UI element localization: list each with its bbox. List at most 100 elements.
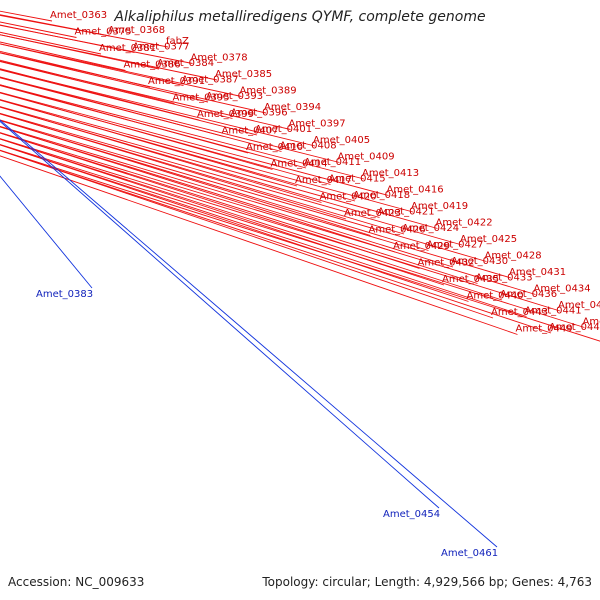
- gene-label-amet_0387[interactable]: Amet_0387: [182, 75, 239, 86]
- gene-label-amet_0385[interactable]: Amet_0385: [215, 69, 272, 80]
- gene-label-amet_0396[interactable]: Amet_0396: [231, 108, 288, 119]
- gene-label-amet_0386[interactable]: Amet_0386: [124, 60, 181, 71]
- label-leader-line: [0, 150, 552, 334]
- gene-label-amet_0449[interactable]: Amet_0449: [516, 324, 573, 335]
- gene-label-amet_0375[interactable]: Amet_0375: [75, 27, 132, 38]
- label-leader-line: [0, 52, 209, 103]
- label-leader-line: [0, 119, 498, 548]
- gene-label-amet_0394[interactable]: Amet_0394: [264, 102, 321, 113]
- gene-label-amet_0414[interactable]: Amet_0414: [271, 159, 328, 170]
- gene-label-amet_0420[interactable]: Amet_0420: [320, 192, 377, 203]
- gene-label-amet_0377[interactable]: Amet_0377: [133, 42, 190, 53]
- gene-label-amet_0430[interactable]: Amet_0430: [451, 256, 508, 267]
- gene-label-amet_0407[interactable]: Amet_0407: [222, 126, 279, 137]
- label-leader-line: [0, 113, 405, 235]
- label-leader-line: [0, 112, 463, 246]
- gene-label-amet_0431[interactable]: Amet_0431: [509, 267, 566, 278]
- gene-label-amet_0432[interactable]: Amet_0432: [418, 258, 475, 269]
- gene-label-amet_0441[interactable]: Amet_0441: [525, 306, 582, 317]
- genome-title: Alkaliphilus metalliredigens QYMF, compl…: [114, 9, 486, 25]
- gene-label-amet_0383[interactable]: Amet_0383: [36, 289, 93, 300]
- label-leader-line: [0, 92, 331, 185]
- gene-label-amet_0427[interactable]: Amet_0427: [427, 240, 484, 251]
- label-leader-line: [0, 10, 53, 22]
- label-leader-line: [0, 24, 193, 64]
- gene-label-amet_0395[interactable]: Amet_0395: [173, 93, 230, 104]
- gene-label-amet_0401[interactable]: Amet_0401: [255, 124, 312, 135]
- label-leader-line: [0, 125, 512, 279]
- gene-label-amet_0384[interactable]: Amet_0384: [157, 58, 214, 69]
- gene-label-amet_0429[interactable]: Amet_0429: [393, 241, 450, 252]
- gene-label-amet_0428[interactable]: Amet_0428: [485, 251, 542, 262]
- gene-label-amet_0426[interactable]: Amet_0426: [369, 225, 426, 236]
- gene-label-amet_0408[interactable]: Amet_0408: [280, 141, 337, 152]
- gene-label-amet_0397[interactable]: Amet_0397: [289, 119, 346, 130]
- gene-label-amet_0363[interactable]: Amet_0363: [50, 10, 107, 21]
- label-leader-line: [0, 76, 340, 163]
- gene-label-amet_0436[interactable]: Amet_0436: [500, 289, 557, 300]
- label-leader-line: [0, 84, 365, 180]
- gene-label-amet_0391[interactable]: Amet_0391: [148, 76, 205, 87]
- gene-label-amet_0413[interactable]: Amet_0413: [362, 168, 419, 179]
- label-leader-line: [0, 43, 184, 86]
- gene-label-amet_0440[interactable]: Amet_0440: [467, 291, 524, 302]
- label-leader-line: [0, 41, 126, 71]
- gene-label-amet_0423[interactable]: Amet_0423: [344, 208, 401, 219]
- label-leader-line: [0, 138, 503, 301]
- gene-label-amet_0437[interactable]: Amet_0437: [558, 300, 600, 311]
- gene-label-amet_0368[interactable]: Amet_0368: [108, 25, 165, 36]
- gene-label-amet_0411[interactable]: Amet_0411: [304, 157, 361, 168]
- label-leader-line: [0, 68, 200, 121]
- gene-label-amet_0418[interactable]: Amet_0418: [353, 190, 410, 201]
- gene-label-amet_0461[interactable]: Amet_0461: [441, 548, 498, 559]
- gene-label-amet_0410[interactable]: Amet_0410: [246, 142, 303, 153]
- label-leader-line: [0, 132, 536, 295]
- gene-label-amet_0409[interactable]: Amet_0409: [338, 152, 395, 163]
- label-leader-line: [0, 155, 518, 335]
- label-leader-line: [0, 144, 527, 317]
- gene-label-amet_0454[interactable]: Amet_0454: [383, 509, 440, 520]
- label-leader-line: [0, 175, 93, 289]
- gene-label-amet_0434[interactable]: Amet_0434: [534, 284, 591, 295]
- label-leader-line: [0, 52, 267, 114]
- label-leader-line: [0, 21, 77, 38]
- label-leader-line: [0, 85, 307, 169]
- label-leader-line: [0, 119, 487, 262]
- label-leader-line: [0, 99, 356, 202]
- gene-label-amet_0443[interactable]: Amet_0443: [491, 307, 548, 318]
- gene-label-amet_0442[interactable]: Amet_0442: [583, 317, 600, 328]
- label-leader-line: [0, 34, 218, 81]
- gene-label-amet_0416[interactable]: Amet_0416: [387, 185, 444, 196]
- gene-label-amet_0433[interactable]: Amet_0433: [476, 273, 533, 284]
- gene-label-amet_0415[interactable]: Amet_0415: [329, 174, 386, 185]
- accession-text: Accession: NC_009633: [8, 575, 145, 589]
- gene-label-amet_0381[interactable]: Amet_0381: [99, 43, 156, 54]
- gene-label-amet_0435[interactable]: Amet_0435: [442, 274, 499, 285]
- gene-label-amet_0399[interactable]: Amet_0399: [197, 109, 254, 120]
- gene-label-amet_0393[interactable]: Amet_0393: [206, 91, 263, 102]
- gene-label-amet_0422[interactable]: Amet_0422: [436, 218, 493, 229]
- label-leader-line: [0, 132, 478, 284]
- gene-label-amet_0405[interactable]: Amet_0405: [313, 135, 370, 146]
- label-leader-line: [0, 144, 585, 328]
- label-leader-line: [0, 43, 242, 97]
- label-leader-line: [0, 15, 169, 48]
- gene-label-amet_0389[interactable]: Amet_0389: [240, 86, 297, 97]
- gene-label-amet_0378[interactable]: Amet_0378: [191, 53, 248, 64]
- label-leader-line: [0, 126, 396, 253]
- label-leader-line: [0, 99, 414, 213]
- gene-label-amet_0417[interactable]: Amet_0417: [295, 175, 352, 186]
- gene-label-amet_0421[interactable]: Amet_0421: [378, 207, 435, 218]
- label-leader-line: [0, 34, 160, 70]
- label-leader-line: [0, 149, 600, 342]
- label-leader-line: [0, 69, 258, 136]
- label-leader-line: [0, 149, 494, 319]
- gene-label-fabz[interactable]: fabZ: [166, 36, 189, 47]
- gene-label-amet_0445[interactable]: Amet_0445: [549, 322, 600, 333]
- gene-label-amet_0419[interactable]: Amet_0419: [411, 201, 468, 212]
- label-leader-line: [0, 14, 111, 37]
- label-leader-line: [0, 68, 316, 147]
- gene-label-amet_0425[interactable]: Amet_0425: [460, 234, 517, 245]
- gene-label-amet_0424[interactable]: Amet_0424: [402, 223, 459, 234]
- label-leader-line: [0, 138, 561, 312]
